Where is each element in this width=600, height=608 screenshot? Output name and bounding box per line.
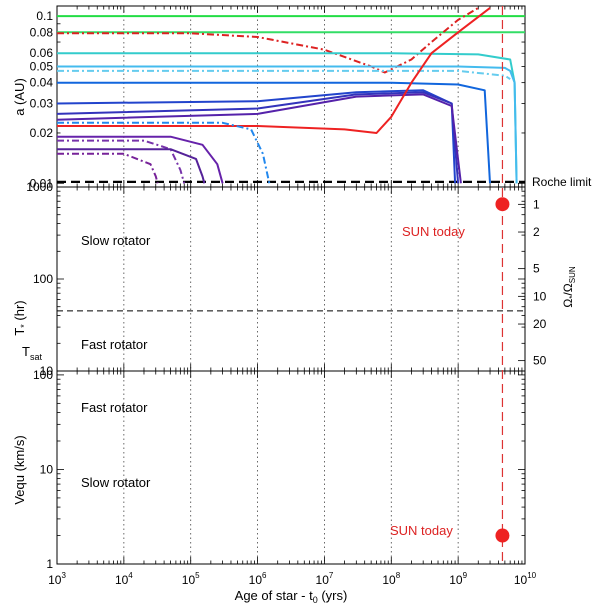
- series-line-a-9: [57, 93, 462, 184]
- right-tick-label: 20: [533, 317, 547, 331]
- ytick-label-a: 0.06: [30, 46, 54, 60]
- ytick-label-a: 0.05: [30, 59, 54, 73]
- right-tick-label: 50: [533, 354, 547, 368]
- xlabel-sub: 0: [313, 595, 318, 605]
- panel-a-series: [57, 7, 525, 184]
- fast-rotator-label-v: Fast rotator: [81, 400, 148, 415]
- ytick-label-V: 1: [46, 557, 53, 571]
- xtick-base: 10: [514, 573, 528, 587]
- omega-slash: /: [561, 292, 575, 296]
- xtick-base: 10: [316, 573, 330, 587]
- roche-limit-label: Roche limit: [532, 175, 592, 189]
- slow-rotator-label-v: Slow rotator: [81, 475, 151, 490]
- series-line-a-10: [57, 7, 491, 134]
- omega-num-sub: *: [568, 296, 577, 299]
- fast-rotator-label-t: Fast rotator: [81, 337, 148, 352]
- omega-den-sub: SUN: [568, 266, 577, 283]
- series-line-a-4: [57, 65, 518, 184]
- right-tick-label: 5: [533, 262, 540, 276]
- sun-today-marker-V: [495, 528, 510, 543]
- xtick-label-3: 103: [48, 571, 66, 587]
- series-line-a-12: [57, 135, 224, 184]
- omega-ratio-label: Ω*/ΩSUN: [561, 266, 577, 308]
- ytick-label-a: 0.08: [30, 25, 54, 39]
- xtick-base: 10: [382, 573, 396, 587]
- panel-v-frame: [56, 370, 526, 565]
- xtick-label-8: 108: [382, 571, 400, 587]
- series-line-a-6: [57, 81, 491, 184]
- xlabel-base: Age of star - t: [235, 588, 313, 603]
- ytick-label-a: 0.01: [30, 176, 54, 190]
- xtick-base: 10: [48, 573, 62, 587]
- xtick-label-5: 105: [182, 571, 200, 587]
- ytick-label-T: 100: [33, 272, 53, 286]
- sun-markers: [495, 197, 510, 543]
- sun-today-marker-T: [495, 197, 510, 212]
- tsat-base: T: [22, 344, 30, 359]
- t-ylabel-base: T: [12, 328, 27, 336]
- t-ylabel-sub: *: [19, 324, 29, 328]
- ytick-label-V: 100: [33, 368, 53, 382]
- xtick-label-4: 104: [115, 571, 133, 587]
- xtick-exp: 10: [527, 571, 536, 580]
- xtick-exp: 6: [262, 571, 267, 580]
- series-line-a-2: [57, 7, 479, 74]
- right-tick-label: 1: [533, 197, 540, 211]
- omega-num: Ω: [561, 299, 575, 308]
- panel-v-ylabel: Vequ (km/s): [12, 435, 27, 504]
- ytick-label-T: 10: [40, 364, 54, 378]
- xtick-base: 10: [115, 573, 129, 587]
- panel-a-ylabel: a (AU): [12, 78, 27, 116]
- vertical-gridlines: [123, 6, 459, 564]
- ytick-label-a: 0.03: [30, 97, 54, 111]
- xtick-label-9: 109: [449, 571, 467, 587]
- tsat-sub: sat: [30, 352, 43, 362]
- xtick-exp: 8: [396, 571, 401, 580]
- xtick-base: 10: [182, 573, 196, 587]
- sun-today-label-v: SUN today: [390, 523, 453, 538]
- right-tick-label: 2: [533, 225, 540, 239]
- xtick-base: 10: [449, 573, 463, 587]
- xlabel-unit: (yrs): [318, 588, 348, 603]
- omega-den: Ω: [561, 283, 575, 292]
- ytick-label-a: 0.04: [30, 76, 54, 90]
- t-ylabel-unit: (hr): [12, 300, 27, 324]
- series-line-a-15: [57, 152, 159, 184]
- xtick-exp: 9: [463, 571, 468, 580]
- series-line-a-11: [57, 121, 271, 184]
- xtick-exp: 4: [128, 571, 133, 580]
- tick-labels: 103 104 105 106 107 108 109 10100.010.020.030.0…: [26, 9, 546, 587]
- sun-today-label-t: SUN today: [402, 224, 465, 239]
- xtick-exp: 3: [61, 571, 66, 580]
- ytick-label-V: 10: [40, 462, 54, 476]
- xtick-label-7: 107: [316, 571, 334, 587]
- right-tick-label: 10: [533, 289, 547, 303]
- ytick-label-T: 1000: [26, 180, 53, 194]
- xtick-base: 10: [249, 573, 263, 587]
- xtick-exp: 5: [195, 571, 200, 580]
- reference-lines: [57, 180, 525, 312]
- series-line-a-14: [57, 148, 206, 184]
- ytick-label-a: 0.1: [36, 9, 53, 23]
- axis-ticks: [56, 6, 525, 565]
- tsat-label: Tsat: [22, 344, 42, 362]
- slow-rotator-label-t: Slow rotator: [81, 233, 151, 248]
- ytick-label-a: 0.02: [30, 126, 54, 140]
- series-line-a-5: [57, 69, 511, 80]
- x-axis-label: Age of star - t0 (yrs): [235, 588, 348, 605]
- xtick-label-6: 106: [249, 571, 267, 587]
- panel-t-ylabel: T* (hr): [12, 300, 29, 335]
- series-line-a-13: [57, 139, 186, 184]
- xtick-label-10: 1010: [514, 571, 537, 587]
- xtick-exp: 7: [329, 571, 334, 580]
